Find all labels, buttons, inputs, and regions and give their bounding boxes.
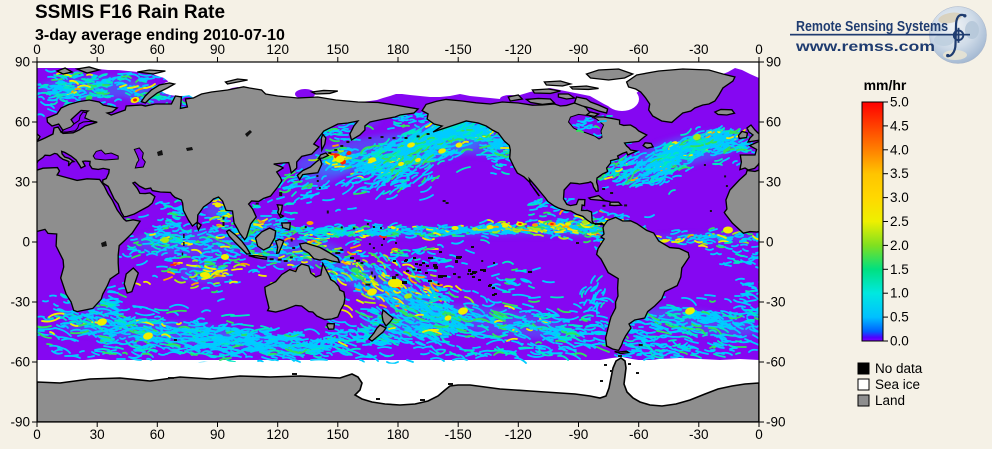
svg-text:-120: -120 — [505, 42, 532, 57]
svg-text:1.5: 1.5 — [890, 262, 909, 277]
svg-text:-30: -30 — [689, 427, 709, 442]
svg-text:-150: -150 — [445, 42, 472, 57]
svg-text:-90: -90 — [569, 42, 589, 57]
svg-text:150: 150 — [327, 42, 350, 57]
svg-text:-90: -90 — [569, 427, 589, 442]
svg-text:Sea ice: Sea ice — [875, 377, 920, 392]
svg-text:180: 180 — [387, 427, 410, 442]
svg-text:0: 0 — [33, 427, 41, 442]
svg-text:60: 60 — [766, 115, 781, 130]
svg-text:90: 90 — [210, 42, 225, 57]
svg-text:3.5: 3.5 — [890, 166, 909, 181]
svg-text:4.5: 4.5 — [890, 118, 909, 133]
svg-text:3.0: 3.0 — [890, 190, 909, 205]
svg-text:4.0: 4.0 — [890, 142, 909, 157]
svg-text:90: 90 — [766, 55, 781, 70]
svg-text:-60: -60 — [766, 355, 786, 370]
svg-text:30: 30 — [766, 175, 781, 190]
svg-text:-90: -90 — [766, 415, 786, 430]
svg-text:180: 180 — [387, 42, 410, 57]
svg-text:-60: -60 — [629, 42, 649, 57]
svg-text:mm/hr: mm/hr — [864, 77, 907, 93]
svg-text:30: 30 — [15, 175, 30, 190]
svg-text:0.5: 0.5 — [890, 310, 909, 325]
svg-text:-60: -60 — [629, 427, 649, 442]
svg-text:-60: -60 — [10, 355, 30, 370]
svg-text:0: 0 — [755, 427, 763, 442]
svg-text:60: 60 — [150, 427, 165, 442]
svg-text:2.0: 2.0 — [890, 238, 909, 253]
svg-text:www.remss.com: www.remss.com — [795, 39, 935, 54]
svg-text:0: 0 — [22, 235, 30, 250]
svg-text:-150: -150 — [445, 427, 472, 442]
svg-text:0: 0 — [755, 42, 763, 57]
svg-text:Land: Land — [875, 393, 905, 408]
svg-text:120: 120 — [266, 427, 289, 442]
svg-text:0: 0 — [766, 235, 774, 250]
svg-text:-90: -90 — [10, 415, 30, 430]
svg-text:SSMIS F16 Rain Rate: SSMIS F16 Rain Rate — [35, 2, 225, 23]
svg-text:-120: -120 — [505, 427, 532, 442]
svg-text:0: 0 — [33, 42, 41, 57]
svg-text:Remote Sensing Systems: Remote Sensing Systems — [796, 19, 948, 35]
svg-text:-30: -30 — [766, 295, 786, 310]
svg-text:-30: -30 — [10, 295, 30, 310]
svg-text:No data: No data — [875, 361, 923, 376]
svg-text:0.0: 0.0 — [890, 334, 909, 349]
svg-text:2.5: 2.5 — [890, 214, 909, 229]
svg-text:120: 120 — [266, 42, 289, 57]
svg-text:3-day average ending 2010-07-1: 3-day average ending 2010-07-10 — [35, 27, 285, 44]
svg-text:60: 60 — [15, 115, 30, 130]
svg-text:90: 90 — [210, 427, 225, 442]
svg-text:-30: -30 — [689, 42, 709, 57]
svg-text:30: 30 — [90, 427, 105, 442]
svg-text:1.0: 1.0 — [890, 286, 909, 301]
svg-text:30: 30 — [90, 42, 105, 57]
svg-text:5.0: 5.0 — [890, 95, 909, 110]
svg-text:90: 90 — [15, 55, 30, 70]
svg-text:60: 60 — [150, 42, 165, 57]
svg-text:150: 150 — [327, 427, 350, 442]
